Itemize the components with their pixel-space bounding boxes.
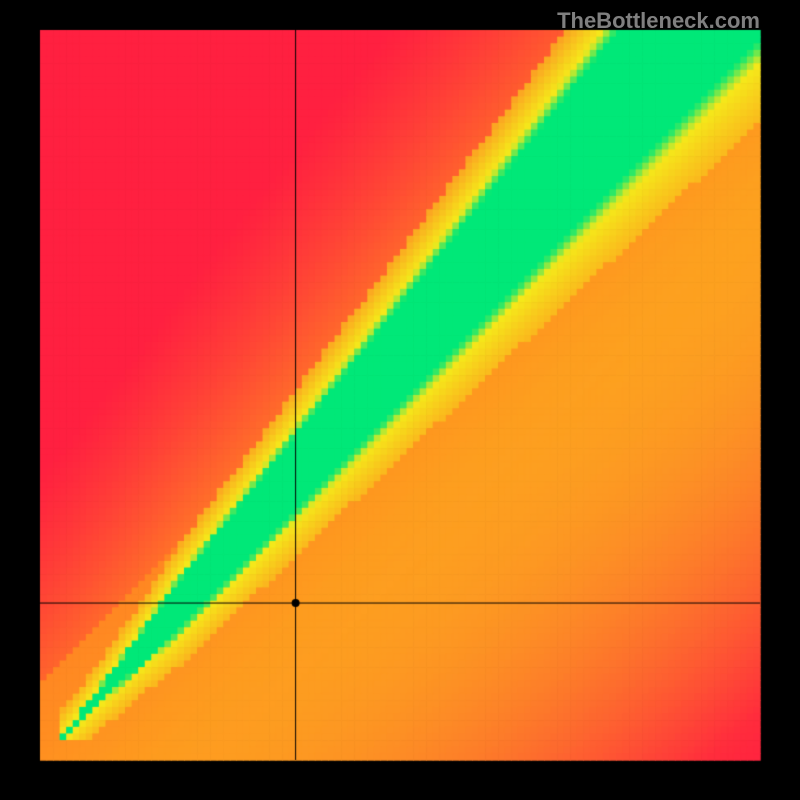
chart-container: TheBottleneck.com bbox=[0, 0, 800, 800]
watermark-text: TheBottleneck.com bbox=[557, 8, 760, 34]
heatmap-canvas bbox=[0, 0, 800, 800]
